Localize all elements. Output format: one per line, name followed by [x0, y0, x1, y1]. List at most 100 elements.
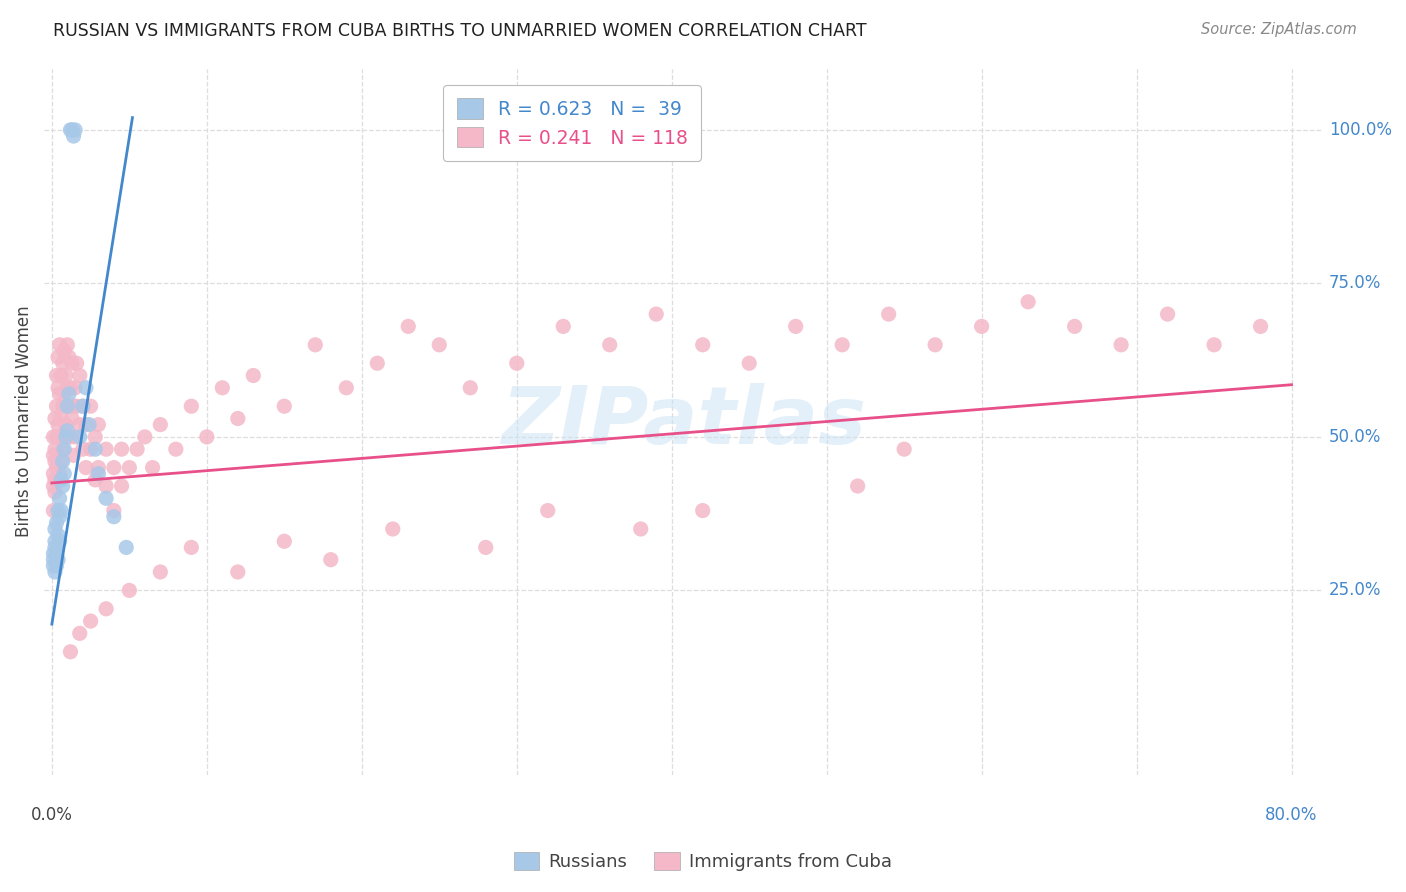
- Point: [52, 454, 75, 468]
- Point: [273, 534, 295, 549]
- Point: [60, 123, 83, 137]
- Point: [52, 479, 75, 493]
- Point: [46, 448, 69, 462]
- Point: [118, 460, 141, 475]
- Text: 50.0%: 50.0%: [1329, 428, 1381, 446]
- Point: [103, 503, 125, 517]
- Point: [45, 547, 67, 561]
- Point: [84, 430, 107, 444]
- Point: [48, 338, 70, 352]
- Point: [66, 356, 89, 370]
- Point: [180, 399, 202, 413]
- Text: 80.0%: 80.0%: [1265, 806, 1317, 824]
- Point: [53, 430, 76, 444]
- Point: [44, 565, 66, 579]
- Legend: Russians, Immigrants from Cuba: Russians, Immigrants from Cuba: [508, 846, 898, 879]
- Point: [42, 558, 65, 573]
- Point: [58, 350, 80, 364]
- Point: [44, 541, 66, 555]
- Point: [94, 602, 117, 616]
- Point: [87, 417, 110, 432]
- Point: [69, 417, 91, 432]
- Point: [44, 454, 66, 468]
- Point: [42, 467, 65, 481]
- Point: [62, 129, 84, 144]
- Y-axis label: Births to Unmarried Women: Births to Unmarried Women: [15, 306, 32, 537]
- Point: [48, 509, 70, 524]
- Point: [49, 473, 72, 487]
- Point: [645, 307, 668, 321]
- Point: [1156, 307, 1178, 321]
- Point: [738, 356, 761, 370]
- Point: [42, 552, 65, 566]
- Point: [55, 368, 77, 383]
- Point: [195, 430, 218, 444]
- Point: [831, 338, 853, 352]
- Point: [115, 541, 138, 555]
- Point: [53, 387, 76, 401]
- Point: [56, 338, 79, 352]
- Point: [62, 448, 84, 462]
- Point: [893, 442, 915, 457]
- Point: [44, 522, 66, 536]
- Point: [56, 430, 79, 444]
- Point: [381, 522, 404, 536]
- Point: [42, 448, 65, 462]
- Point: [44, 485, 66, 500]
- Point: [44, 473, 66, 487]
- Point: [924, 338, 946, 352]
- Text: 75.0%: 75.0%: [1329, 275, 1381, 293]
- Text: RUSSIAN VS IMMIGRANTS FROM CUBA BIRTHS TO UNMARRIED WOMEN CORRELATION CHART: RUSSIAN VS IMMIGRANTS FROM CUBA BIRTHS T…: [53, 22, 868, 40]
- Point: [56, 424, 79, 438]
- Point: [692, 338, 714, 352]
- Point: [63, 430, 86, 444]
- Text: 0.0%: 0.0%: [31, 806, 73, 824]
- Point: [630, 522, 652, 536]
- Point: [44, 442, 66, 457]
- Point: [785, 319, 807, 334]
- Point: [94, 479, 117, 493]
- Point: [366, 356, 388, 370]
- Point: [72, 399, 94, 413]
- Point: [60, 411, 83, 425]
- Legend: R = 0.623   N =  39, R = 0.241   N = 118: R = 0.623 N = 39, R = 0.241 N = 118: [443, 85, 700, 161]
- Text: 25.0%: 25.0%: [1329, 582, 1382, 599]
- Point: [142, 460, 165, 475]
- Point: [49, 368, 72, 383]
- Point: [66, 399, 89, 413]
- Point: [506, 356, 529, 370]
- Point: [49, 411, 72, 425]
- Point: [59, 381, 82, 395]
- Point: [49, 503, 72, 517]
- Point: [877, 307, 900, 321]
- Point: [211, 381, 233, 395]
- Point: [149, 565, 172, 579]
- Point: [52, 356, 75, 370]
- Point: [72, 442, 94, 457]
- Point: [118, 583, 141, 598]
- Point: [62, 399, 84, 413]
- Point: [46, 528, 69, 542]
- Point: [1109, 338, 1132, 352]
- Point: [1063, 319, 1085, 334]
- Point: [180, 541, 202, 555]
- Point: [69, 430, 91, 444]
- Point: [273, 399, 295, 413]
- Text: Source: ZipAtlas.com: Source: ZipAtlas.com: [1201, 22, 1357, 37]
- Point: [427, 338, 450, 352]
- Point: [72, 399, 94, 413]
- Point: [46, 552, 69, 566]
- Point: [44, 534, 66, 549]
- Point: [56, 381, 79, 395]
- Point: [599, 338, 621, 352]
- Point: [103, 509, 125, 524]
- Point: [458, 381, 481, 395]
- Point: [60, 356, 83, 370]
- Point: [335, 381, 357, 395]
- Point: [127, 442, 149, 457]
- Point: [553, 319, 575, 334]
- Point: [84, 442, 107, 457]
- Point: [1250, 319, 1272, 334]
- Point: [474, 541, 496, 555]
- Point: [970, 319, 993, 334]
